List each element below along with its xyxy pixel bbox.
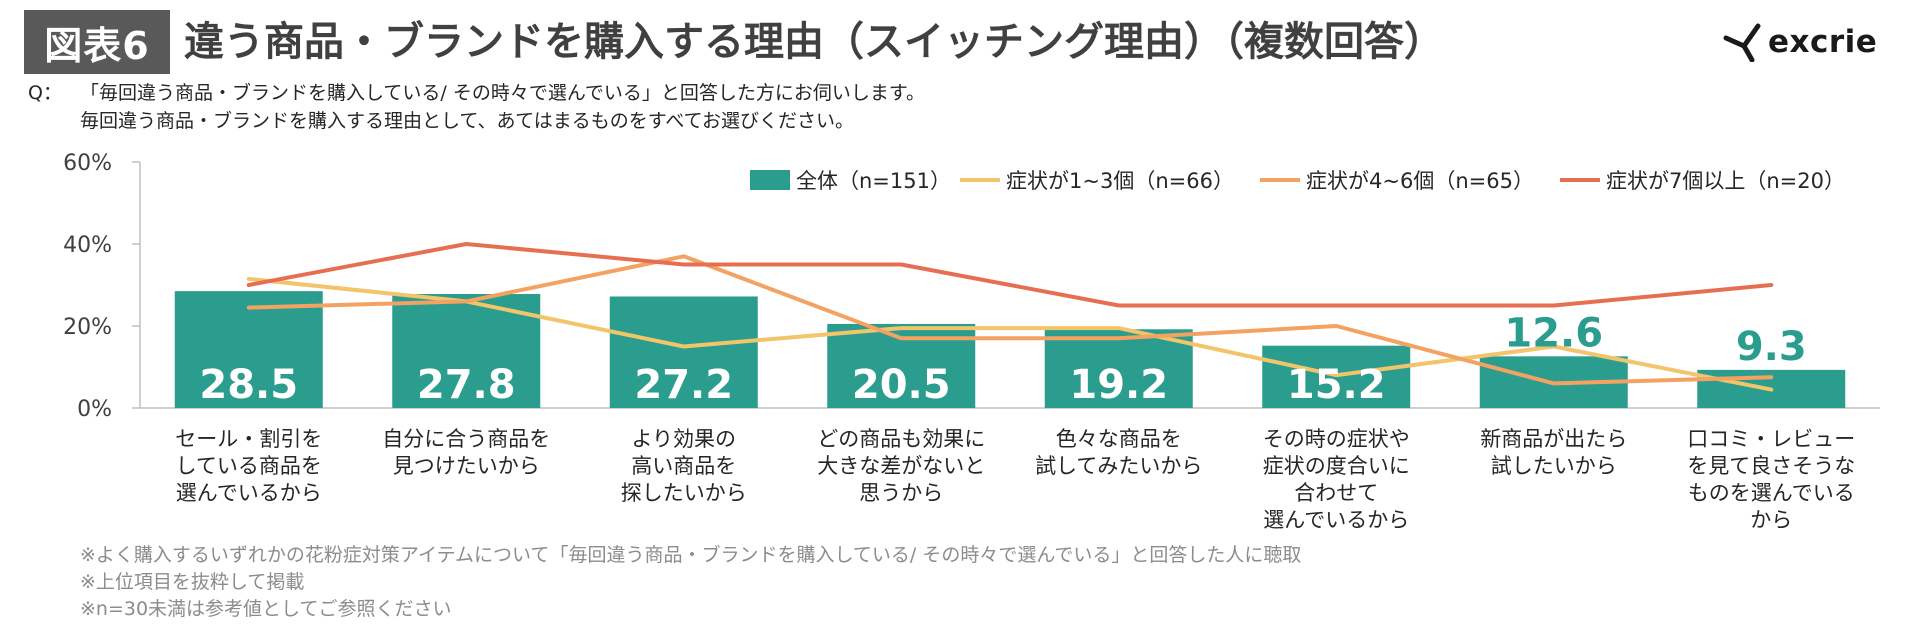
category-label-line: 選んでいるから — [1263, 508, 1409, 532]
category-label: 自分に合う商品を見つけたいから — [382, 427, 550, 478]
category-label-line: 色々な商品を — [1056, 427, 1182, 451]
category-label-line: している商品を — [176, 454, 322, 478]
y-tick-label: 0% — [77, 397, 112, 422]
legend-label: 症状が4~6個（n=65） — [1306, 169, 1534, 193]
data-labels: 28.5 27.8 27.2 20.5 19.2 15.2 12.6 9.3 — [199, 310, 1806, 408]
category-label-line: 新商品が出たら — [1480, 427, 1627, 451]
series-line — [246, 242, 1774, 308]
category-label-line: セール・割引を — [175, 427, 322, 451]
legend-swatch — [750, 170, 790, 190]
bar-value-label: 28.5 — [199, 362, 298, 408]
question-line-1: 「毎回違う商品・ブランドを購入している/ その時々で選んでいる」と回答した方にお… — [80, 82, 926, 104]
bar-value-label: 19.2 — [1069, 362, 1168, 408]
category-label-line: 大きな差がないと — [817, 454, 985, 478]
bar-value-label: 27.2 — [634, 362, 733, 408]
logo-mark-icon — [1723, 23, 1761, 62]
footnote-1: ※よく購入するいずれかの花粉症対策アイテムについて「毎回違う商品・ブランドを購入… — [80, 544, 1302, 566]
line-series — [246, 242, 1774, 392]
category-label: どの商品も効果に大きな差がないと思うから — [817, 427, 985, 505]
y-tick-label: 20% — [63, 315, 112, 340]
category-label-line: 自分に合う商品を — [382, 427, 550, 451]
category-label-line: その時の症状や — [1263, 427, 1410, 451]
series-line — [246, 276, 1774, 392]
question-line-2: 毎回違う商品・ブランドを購入する理由として、あてはまるものをすべてお選びください… — [80, 110, 855, 132]
category-label-line: 選んでいるから — [176, 481, 322, 505]
category-label-line: 思うから — [859, 481, 943, 505]
category-label-line: ものを選んでいる — [1688, 481, 1855, 505]
y-tick-label: 40% — [63, 233, 112, 258]
footnote-2: ※上位項目を抜粋して掲載 — [80, 571, 305, 593]
category-label-line: 試したいから — [1491, 454, 1617, 478]
bar — [1044, 329, 1193, 408]
bar-value-label: 20.5 — [852, 362, 951, 408]
category-label-line: より効果の — [631, 427, 736, 451]
legend-label: 症状が1~3個（n=66） — [1006, 169, 1234, 193]
bar-value-label: 9.3 — [1736, 324, 1807, 370]
category-label-line: 見つけたいから — [393, 454, 540, 478]
category-label: 口コミ・レビューを見て良さそうなものを選んでいるから — [1687, 427, 1855, 532]
legend-label: 全体（n=151） — [796, 169, 951, 193]
logo: excrie — [1722, 16, 1877, 68]
bar — [174, 291, 323, 408]
figure-badge: 図表6 — [24, 10, 170, 74]
legend-label: 症状が7個以上（n=20） — [1606, 169, 1845, 193]
category-label: セール・割引をしている商品を選んでいるから — [175, 427, 322, 505]
category-label-line: どの商品も効果に — [817, 427, 985, 451]
footnote-3: ※n=30未満は参考値としてご参照ください — [80, 598, 452, 620]
category-label-line: から — [1750, 508, 1792, 532]
category-label-line: 試してみたいから — [1035, 454, 1202, 478]
category-label: 新商品が出たら試したいから — [1480, 427, 1627, 478]
category-label-line: 症状の度合いに — [1263, 454, 1410, 478]
page-title: 違う商品・ブランドを購入する理由（スイッチング理由）（複数回答） — [184, 19, 1444, 65]
question-label: Q： — [28, 82, 62, 104]
y-tick-label: 60% — [63, 151, 112, 176]
logo-text: excrie — [1768, 24, 1878, 60]
category-label-line: 高い商品を — [631, 454, 736, 478]
category-label: その時の症状や症状の度合いに合わせて選んでいるから — [1263, 427, 1410, 532]
bar — [609, 296, 758, 408]
bar-value-label: 12.6 — [1504, 310, 1603, 356]
bar-value-label: 15.2 — [1287, 362, 1386, 408]
category-label-line: 口コミ・レビュー — [1687, 427, 1855, 451]
series-line — [246, 254, 1774, 386]
category-label: より効果の高い商品を探したいから — [621, 427, 747, 505]
category-labels: セール・割引をしている商品を選んでいるから自分に合う商品を見つけたいからより効果… — [175, 427, 1855, 532]
category-label: 色々な商品を試してみたいから — [1035, 427, 1202, 478]
category-label-line: 探したいから — [621, 481, 747, 505]
chart-legend: 全体（n=151） 症状が1~3個（n=66） 症状が4~6個（n=65） 症状が7個… — [750, 169, 1845, 193]
category-label-line: 合わせて — [1294, 481, 1378, 505]
category-label-line: を見て良さそうな — [1687, 454, 1855, 478]
bar-value-label: 27.8 — [417, 362, 516, 408]
